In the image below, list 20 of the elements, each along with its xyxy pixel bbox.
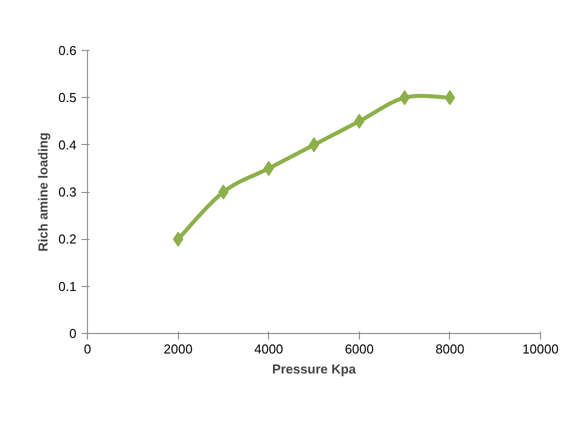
x-axis-title: Pressure Kpa (272, 362, 357, 376)
y-tick-label: 0.4 (58, 137, 77, 152)
y-tick-label: 0.1 (58, 278, 77, 294)
x-tick-label: 8000 (435, 342, 464, 356)
point (399, 90, 410, 106)
point (172, 232, 184, 247)
y-tick-label: 0.5 (58, 90, 77, 106)
y-tick-label: 0.3 (58, 184, 77, 200)
y-tick-label: 0.2 (58, 232, 77, 247)
x-tick-label: 10000 (522, 342, 559, 356)
point (218, 184, 229, 200)
y-axis-title: Rich amine loading (35, 132, 50, 252)
x-tick-label: 4000 (254, 342, 284, 356)
y-tick-label: 0.6 (58, 43, 77, 58)
point (444, 90, 456, 106)
x-tick-label: 0 (84, 342, 92, 356)
x-tick-label: 2000 (164, 342, 193, 356)
x-tick-label: 6000 (344, 342, 374, 356)
y-tick-label: 0 (69, 326, 77, 341)
point (308, 137, 320, 152)
